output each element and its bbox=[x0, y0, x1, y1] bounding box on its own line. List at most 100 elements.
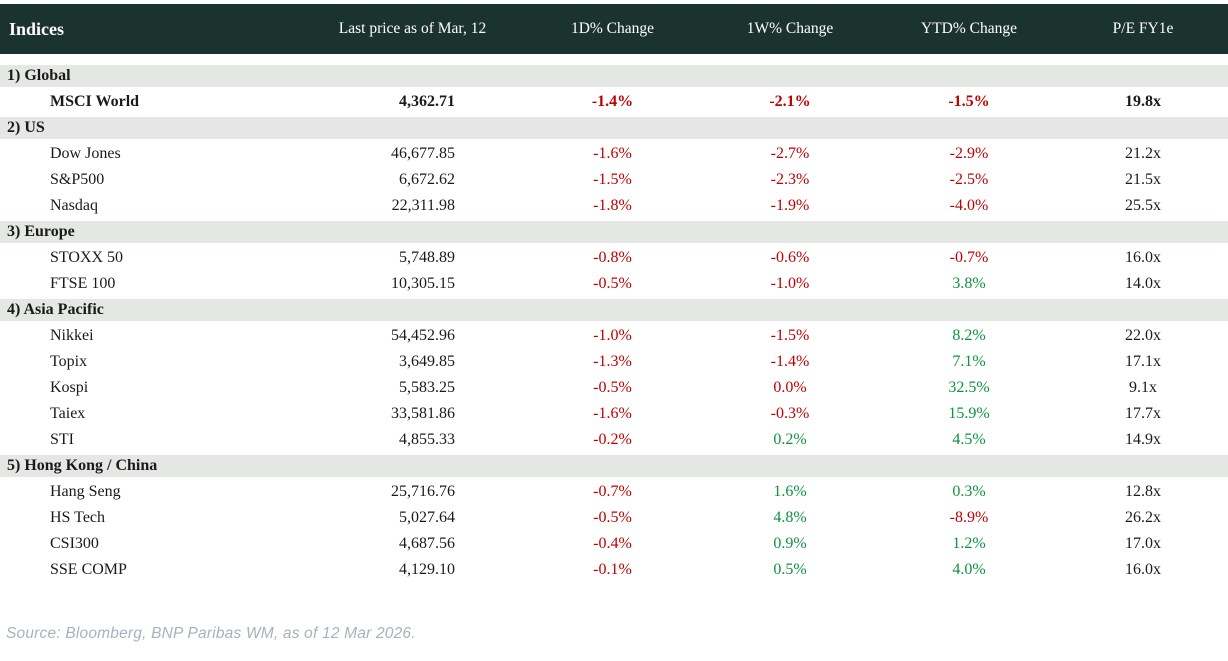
change-1w-cell: 0.0% bbox=[773, 379, 807, 396]
pe-cell: 17.7x bbox=[1125, 405, 1161, 422]
pe-cell: 22.0x bbox=[1125, 327, 1161, 344]
change-ytd-cell: -8.9% bbox=[949, 509, 989, 526]
index-name: Kospi bbox=[50, 379, 89, 396]
change-ytd-cell: -2.9% bbox=[949, 145, 989, 162]
last-price-cell: 5,583.25 bbox=[399, 379, 455, 396]
change-1w-cell: -0.6% bbox=[770, 249, 810, 266]
change-1w-cell: -2.1% bbox=[769, 93, 811, 110]
index-name: SSE COMP bbox=[50, 561, 127, 578]
pe-cell: 21.5x bbox=[1125, 171, 1161, 188]
pe-cell: 17.1x bbox=[1125, 353, 1161, 370]
index-row: Kospi 5,583.25 -0.5% 0.0% 32.5% 9.1x bbox=[0, 375, 1228, 401]
last-price-cell: 4,687.56 bbox=[399, 535, 455, 552]
column-header-last-price: Last price as of Mar, 12 bbox=[338, 20, 487, 37]
change-1w-cell: 0.9% bbox=[773, 535, 807, 552]
section-label: 5) Hong Kong / China bbox=[7, 457, 158, 474]
change-1d-cell: -1.5% bbox=[593, 171, 632, 188]
change-1w-cell: -1.0% bbox=[770, 275, 810, 292]
last-price-cell: 6,672.62 bbox=[399, 171, 455, 188]
change-1w-cell: -2.3% bbox=[770, 171, 810, 188]
pe-cell: 14.9x bbox=[1125, 431, 1161, 448]
source-note: Source: Bloomberg, BNP Paribas WM, as of… bbox=[6, 625, 416, 642]
last-price-cell: 4,855.33 bbox=[399, 431, 455, 448]
index-row: Topix 3,649.85 -1.3% -1.4% 7.1% 17.1x bbox=[0, 349, 1228, 375]
section-label: 1) Global bbox=[7, 67, 71, 84]
change-ytd-cell: 8.2% bbox=[952, 327, 986, 344]
section-row: 2) US bbox=[0, 115, 1228, 141]
change-1d-cell: -1.8% bbox=[593, 197, 632, 214]
change-ytd-cell: 7.1% bbox=[952, 353, 986, 370]
index-row: Nikkei 54,452.96 -1.0% -1.5% 8.2% 22.0x bbox=[0, 323, 1228, 349]
section-row: 5) Hong Kong / China bbox=[0, 453, 1228, 479]
change-ytd-cell: 4.5% bbox=[952, 431, 986, 448]
section-label: 4) Asia Pacific bbox=[7, 301, 104, 318]
index-row: HS Tech 5,027.64 -0.5% 4.8% -8.9% 26.2x bbox=[0, 505, 1228, 531]
index-row: MSCI World 4,362.71 -1.4% -2.1% -1.5% 19.8x bbox=[0, 89, 1228, 115]
pe-cell: 14.0x bbox=[1125, 275, 1161, 292]
table-body: 1) Global MSCI World 4,362.71 -1.4% -2.1% -1.… bbox=[0, 63, 1228, 583]
table-header-row: Indices Last price as of Mar, 12 1D% Cha… bbox=[0, 4, 1228, 54]
change-ytd-cell: 1.2% bbox=[952, 535, 986, 552]
change-ytd-cell: -1.5% bbox=[948, 93, 990, 110]
change-1d-cell: -0.5% bbox=[593, 509, 632, 526]
pe-cell: 25.5x bbox=[1125, 197, 1161, 214]
index-row: CSI300 4,687.56 -0.4% 0.9% 1.2% 17.0x bbox=[0, 531, 1228, 557]
pe-cell: 12.8x bbox=[1125, 483, 1161, 500]
change-1d-cell: -1.4% bbox=[591, 93, 634, 110]
change-1w-cell: 0.2% bbox=[773, 431, 807, 448]
table-title: Indices bbox=[9, 18, 65, 39]
column-header-pe: P/E FY1e bbox=[1112, 20, 1174, 37]
index-row: FTSE 100 10,305.15 -0.5% -1.0% 3.8% 14.0x bbox=[0, 271, 1228, 297]
index-name: MSCI World bbox=[50, 93, 140, 110]
change-1d-cell: -1.6% bbox=[593, 405, 632, 422]
change-ytd-cell: -0.7% bbox=[949, 249, 989, 266]
index-row: Taiex 33,581.86 -1.6% -0.3% 15.9% 17.7x bbox=[0, 401, 1228, 427]
last-price-cell: 22,311.98 bbox=[391, 197, 455, 214]
pe-cell: 26.2x bbox=[1125, 509, 1161, 526]
pe-cell: 16.0x bbox=[1125, 561, 1161, 578]
last-price-cell: 54,452.96 bbox=[391, 327, 455, 344]
index-name: STOXX 50 bbox=[50, 249, 124, 266]
change-1d-cell: -1.3% bbox=[593, 353, 632, 370]
index-row: SSE COMP 4,129.10 -0.1% 0.5% 4.0% 16.0x bbox=[0, 557, 1228, 583]
indices-table: Indices Last price as of Mar, 12 1D% Cha… bbox=[0, 4, 1228, 643]
change-1w-cell: 0.5% bbox=[773, 561, 807, 578]
change-ytd-cell: 0.3% bbox=[952, 483, 986, 500]
pe-cell: 19.8x bbox=[1125, 93, 1161, 110]
section-row: 1) Global bbox=[0, 63, 1228, 89]
index-name: Nikkei bbox=[50, 327, 94, 344]
change-ytd-cell: 15.9% bbox=[948, 405, 990, 422]
change-1d-cell: -0.5% bbox=[593, 379, 632, 396]
change-1w-cell: -1.5% bbox=[770, 327, 810, 344]
last-price-cell: 5,027.64 bbox=[399, 509, 455, 526]
pe-cell: 17.0x bbox=[1125, 535, 1161, 552]
section-label: 2) US bbox=[7, 119, 45, 136]
pe-cell: 9.1x bbox=[1129, 379, 1157, 396]
index-name: S&P500 bbox=[50, 171, 105, 188]
index-row: Hang Seng 25,716.76 -0.7% 1.6% 0.3% 12.8x bbox=[0, 479, 1228, 505]
index-row: STI 4,855.33 -0.2% 0.2% 4.5% 14.9x bbox=[0, 427, 1228, 453]
section-label: 3) Europe bbox=[7, 223, 75, 240]
index-name: Hang Seng bbox=[50, 483, 121, 500]
column-header-1d-change: 1D% Change bbox=[570, 20, 655, 37]
pe-cell: 16.0x bbox=[1125, 249, 1161, 266]
last-price-cell: 25,716.76 bbox=[391, 483, 455, 500]
change-1w-cell: -0.3% bbox=[770, 405, 810, 422]
change-ytd-cell: -4.0% bbox=[949, 197, 989, 214]
section-row: 4) Asia Pacific bbox=[0, 297, 1228, 323]
index-name: HS Tech bbox=[50, 509, 106, 526]
change-ytd-cell: 3.8% bbox=[952, 275, 986, 292]
section-row: 3) Europe bbox=[0, 219, 1228, 245]
change-1d-cell: -0.2% bbox=[593, 431, 632, 448]
last-price-cell: 5,748.89 bbox=[399, 249, 455, 266]
change-ytd-cell: 32.5% bbox=[948, 379, 990, 396]
column-header-ytd-change: YTD% Change bbox=[921, 20, 1017, 37]
change-1d-cell: -0.5% bbox=[593, 275, 632, 292]
index-name: Nasdaq bbox=[50, 197, 98, 214]
last-price-cell: 10,305.15 bbox=[391, 275, 455, 292]
last-price-cell: 3,649.85 bbox=[399, 353, 455, 370]
index-name: FTSE 100 bbox=[50, 275, 116, 292]
index-row: Nasdaq 22,311.98 -1.8% -1.9% -4.0% 25.5x bbox=[0, 193, 1228, 219]
change-1w-cell: -1.9% bbox=[770, 197, 810, 214]
change-1d-cell: -1.0% bbox=[593, 327, 632, 344]
